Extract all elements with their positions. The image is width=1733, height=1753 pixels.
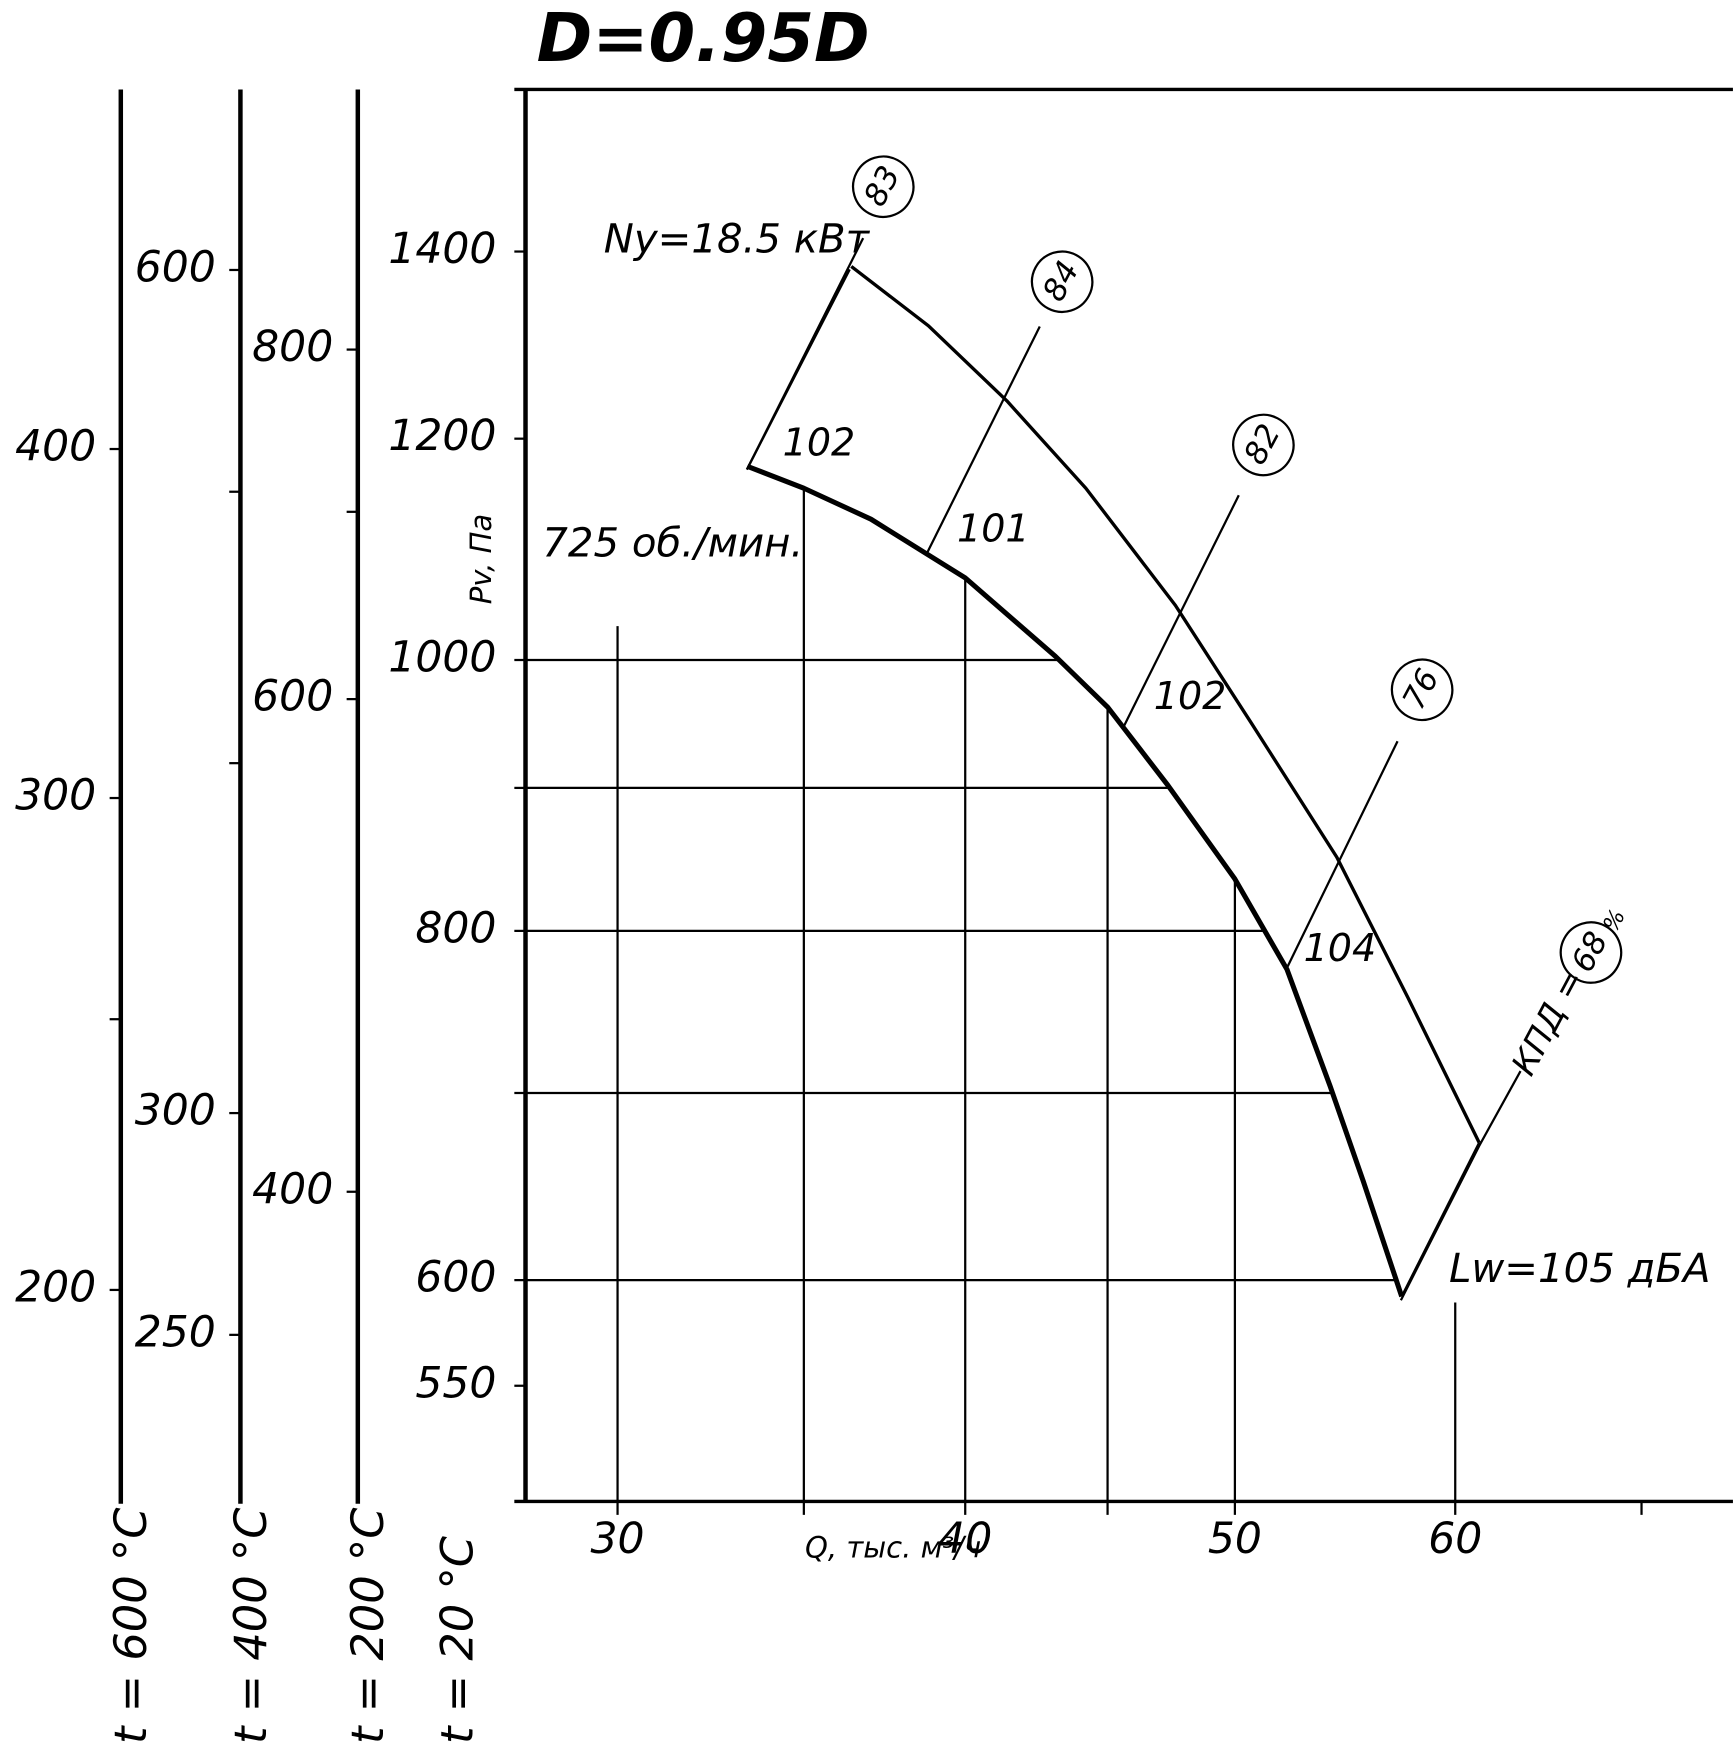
annotation: 68	[1565, 926, 1615, 978]
chart-title: D=0.95D	[537, 0, 870, 77]
noise-label: 101	[957, 507, 1030, 551]
annotation: Lw=105 дБА	[1449, 1246, 1711, 1292]
y-tick-label: 600	[415, 1254, 496, 1303]
iso-line	[1122, 494, 1240, 728]
label-circle	[1390, 658, 1454, 722]
label-circle	[1030, 250, 1094, 314]
y-tick-label: 600	[135, 243, 216, 292]
x-tick-label: 40	[938, 1515, 992, 1564]
curve	[746, 463, 1405, 1298]
boundary-line	[1400, 1142, 1481, 1297]
y-tick-label: 1000	[388, 634, 496, 683]
x-tick-label: 30	[591, 1515, 645, 1564]
annotation: 83	[857, 160, 907, 212]
noise-label: 104	[1304, 926, 1377, 970]
noise-label: 102	[1154, 674, 1227, 718]
annotation: Ny=18.5 кВт	[604, 216, 871, 262]
axis-caption: t = 400 °C	[224, 1507, 277, 1744]
y-tick-label: 1200	[388, 412, 496, 461]
iso-lines	[745, 237, 1522, 1301]
y-tick-label: 1400	[388, 225, 496, 274]
y-tick-label: 600	[252, 673, 333, 722]
annotation: %	[1598, 905, 1631, 936]
annotation: 725 об./мин.	[542, 521, 803, 567]
efficiency-label: 82	[1232, 413, 1295, 477]
label-circle	[1232, 413, 1295, 477]
efficiency-label: 76	[1390, 658, 1454, 722]
iso-line	[1284, 740, 1399, 971]
y-tick-label: 800	[252, 323, 333, 372]
efficiency-label: 83	[851, 155, 915, 219]
x-tick-label: 50	[1208, 1515, 1262, 1564]
x-tick-label: 60	[1428, 1515, 1482, 1564]
axis-caption: t = 200 °C	[341, 1507, 394, 1744]
x-axis-label: Q, тыс. м³/ч	[805, 1531, 981, 1565]
noise-label: 102	[783, 420, 856, 464]
y-tick-label: 250	[135, 1308, 216, 1357]
label-circle	[851, 155, 915, 219]
curve	[850, 265, 1481, 1144]
y-tick-label: 200	[15, 1263, 96, 1312]
axis-caption: t = 20 °C	[431, 1535, 484, 1744]
annotation: 76	[1396, 663, 1446, 715]
efficiency-label: 84	[1030, 250, 1094, 314]
y-axis-label: Pv, Па	[464, 514, 498, 604]
annotation: 84	[1036, 255, 1086, 307]
iso-line	[924, 325, 1041, 557]
y-tick-label: 300	[135, 1087, 216, 1136]
iso-line	[745, 237, 865, 471]
label-circle	[1559, 921, 1623, 984]
iso-line	[1399, 1070, 1522, 1301]
y-tick-label: 300	[15, 772, 96, 821]
axis-caption: t = 600 °C	[104, 1507, 157, 1744]
annotation: 82	[1237, 418, 1287, 470]
y-tick-label: 550	[415, 1359, 496, 1408]
y-tick-label: 400	[252, 1165, 333, 1214]
y-tick-label: 400	[15, 423, 96, 472]
y-tick-label: 800	[415, 904, 496, 953]
annotation: КПД =	[1504, 963, 1592, 1082]
